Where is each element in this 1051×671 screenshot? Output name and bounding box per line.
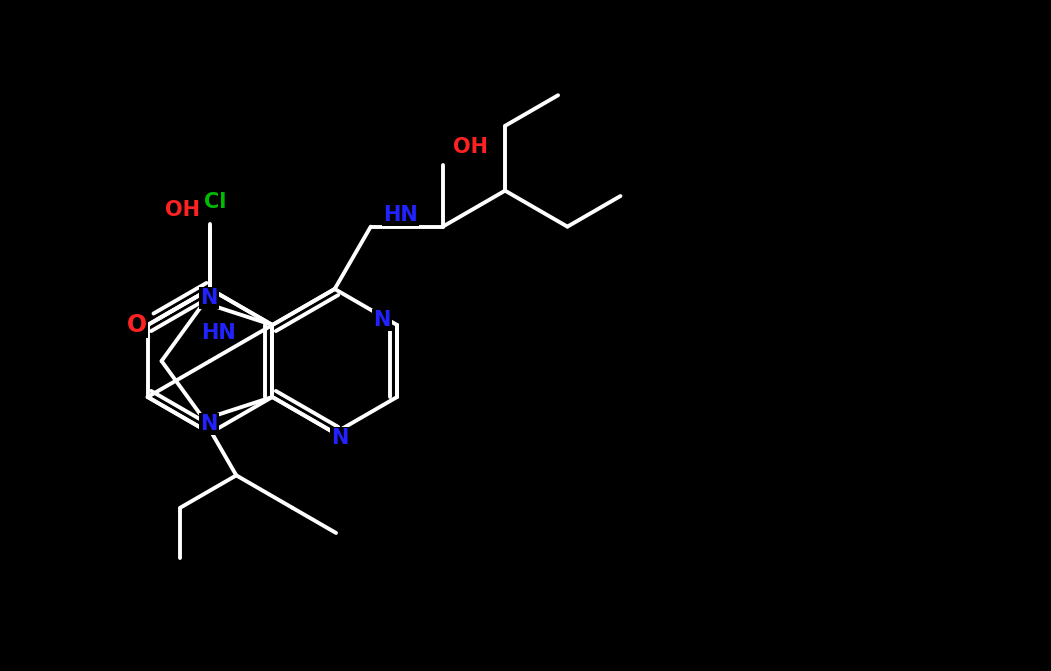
Text: HN: HN	[201, 323, 235, 343]
Text: HN: HN	[384, 205, 418, 225]
Text: N: N	[200, 288, 218, 308]
Text: O: O	[127, 313, 147, 337]
Text: N: N	[200, 414, 218, 434]
Text: N: N	[331, 428, 348, 448]
Text: N: N	[373, 310, 391, 330]
Text: OH: OH	[453, 138, 489, 158]
Text: OH: OH	[165, 200, 200, 220]
Text: Cl: Cl	[204, 192, 226, 212]
